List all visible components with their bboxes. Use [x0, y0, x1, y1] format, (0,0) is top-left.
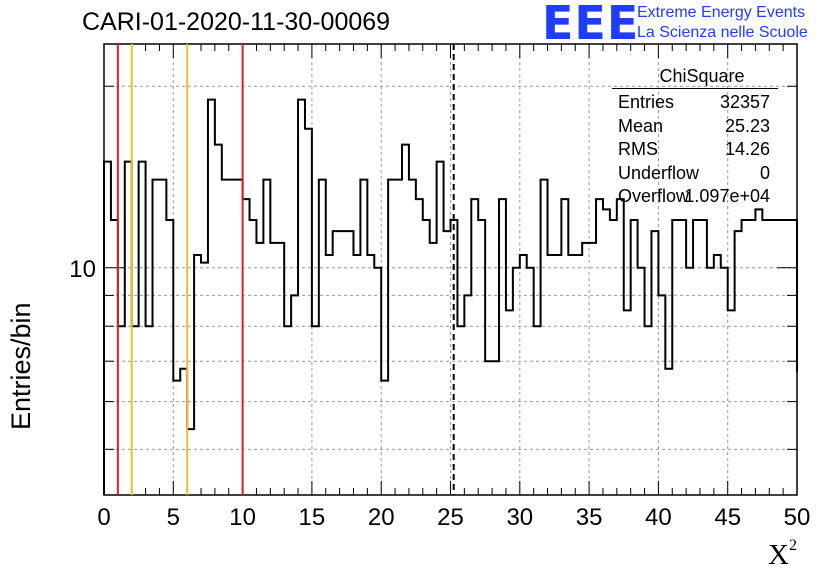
x-tick-label: 50: [784, 504, 811, 531]
x-tick-label: 25: [437, 504, 464, 531]
stats-value: 0: [759, 162, 770, 183]
stats-row-entries: Entries 32357: [612, 92, 778, 116]
stats-key: Entries: [618, 92, 675, 112]
y-tick-label: 10: [69, 256, 96, 283]
x-tick-label: 30: [506, 504, 533, 531]
x-tick-label: 15: [299, 504, 326, 531]
x-axis-label: X2: [768, 537, 797, 571]
stats-value: 32357: [719, 92, 770, 112]
x-tick-label: 45: [714, 504, 741, 531]
stats-value: 25.23: [724, 115, 770, 136]
chart-title: CARI-01-2020-11-30-00069: [82, 8, 391, 36]
x-tick-label: 40: [645, 504, 672, 531]
logo-line-2: La Scienza nelle Scuole: [637, 24, 808, 41]
x-tick-label: 0: [97, 504, 110, 531]
stats-row-rms: RMS 14.26: [612, 139, 778, 163]
stats-value: 14.26: [724, 139, 770, 159]
y-axis-label: Entries/bin: [6, 302, 36, 430]
stats-row-overflow: Overflow 1.097e+04: [612, 186, 778, 210]
x-tick-label: 20: [368, 504, 395, 531]
histogram-series: [103, 98, 798, 495]
stats-key: Overflow: [618, 186, 690, 206]
x-tick-label: 35: [576, 504, 603, 531]
stats-key: Underflow: [618, 162, 700, 183]
stats-title: ChiSquare: [612, 66, 778, 89]
stats-row-underflow: Underflow 0: [612, 163, 778, 187]
stats-key: Mean: [618, 115, 664, 136]
eee-logo: EEE: [542, 0, 640, 50]
logo-line-1: Extreme Energy Events: [637, 4, 806, 21]
x-tick-label: 5: [167, 504, 180, 531]
stats-box: ChiSquare Entries 32357 Mean 25.23 RMS 14.2…: [612, 66, 778, 210]
x-tick-label: 10: [229, 504, 256, 531]
stats-key: RMS: [618, 139, 658, 159]
stats-row-mean: Mean 25.23: [612, 116, 778, 140]
stats-value: 1.097e+04: [684, 186, 770, 206]
